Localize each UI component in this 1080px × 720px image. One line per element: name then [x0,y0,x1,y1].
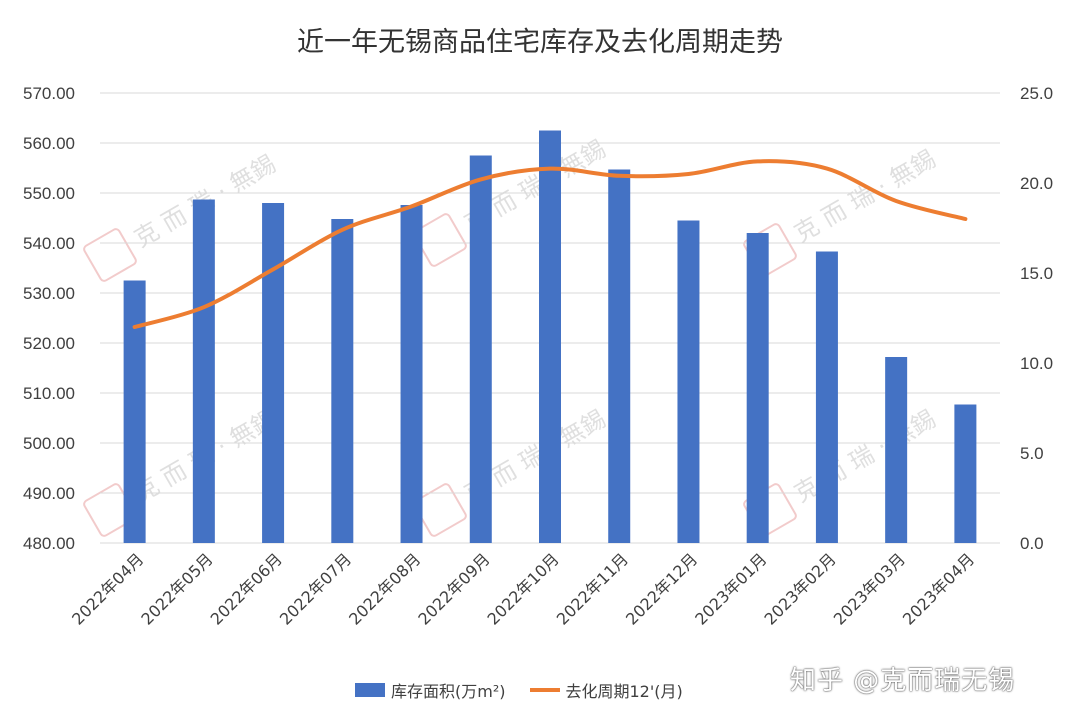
right-axis-tick-label: 25.0 [1020,84,1053,103]
bar [262,203,285,543]
bar [469,155,492,543]
watermark-stamp: 克 而 瑞 · 無錫 [743,405,940,537]
watermark-stamp: 克 而 瑞 · 無錫 [413,405,610,537]
legend: 库存面积(万m²) 去化周期12'(月) [355,678,707,702]
legend-label-inventory: 库存面积(万m²) [391,682,506,701]
x-axis-tick-label: 2022年10月 [484,549,563,628]
x-axis-tick-label: 2022年09月 [414,549,493,628]
watermark-text: 克 而 瑞 · 無錫 [789,405,940,508]
x-axis-tick-label: 2022年08月 [345,549,424,628]
x-axis-tick-label: 2022年07月 [276,549,355,628]
right-axis-tick-label: 15.0 [1020,264,1053,283]
left-axis-tick-label: 570.00 [23,84,75,103]
legend-swatch-bar [355,683,385,697]
x-axis-tick-label: 2023年02月 [760,549,839,628]
watermark-text: 克 而 瑞 · 無錫 [789,145,940,248]
bar [608,169,631,543]
left-axis-tick-label: 560.00 [23,134,75,153]
left-axis-tick-label: 500.00 [23,434,75,453]
bar [331,219,354,543]
legend-item-inventory: 库存面积(万m²) [355,678,506,702]
x-axis-tick-label: 2022年04月 [68,549,147,628]
x-axis-tick-label: 2022年05月 [137,549,216,628]
bar [815,251,838,543]
left-axis-tick-label: 550.00 [23,184,75,203]
right-axis-tick-label: 10.0 [1020,354,1053,373]
x-axis-tick-label: 2023年01月 [691,549,770,628]
chart-title: 近一年无锡商品住宅库存及去化周期走势 [297,27,783,58]
bar [746,233,769,543]
x-axis-tick-label: 2022年12月 [622,549,701,628]
legend-item-cycle: 去化周期12'(月) [529,678,683,702]
bar [400,205,423,543]
left-axis-tick-label: 510.00 [23,384,75,403]
left-axis-ticks: 480.00 490.00 500.00 510.00 520.00 530.00 540.… [23,84,75,553]
x-axis-tick-label: 2023年04月 [899,549,978,628]
legend-label-cycle: 去化周期12'(月) [565,682,683,701]
right-axis-tick-label: 0.0 [1020,534,1044,553]
x-axis-tick-label: 2022年11月 [553,549,632,628]
watermark-stamp: 克 而 瑞 · 無錫 [83,405,280,537]
bar [539,130,561,543]
right-axis-tick-label: 20.0 [1020,174,1053,193]
left-axis-tick-label: 490.00 [23,484,75,503]
left-axis-tick-label: 540.00 [23,234,75,253]
left-axis-tick-label: 480.00 [23,534,75,553]
bar [192,199,215,543]
bar-series [123,130,977,543]
right-axis-tick-label: 5.0 [1020,444,1044,463]
x-axis-tick-label: 2023年03月 [830,549,909,628]
legend-swatch-line [529,688,560,692]
left-axis-tick-label: 520.00 [23,334,75,353]
right-axis-ticks: 0.0 5.0 10.0 15.0 20.0 25.0 [1020,84,1053,553]
left-axis-tick-label: 530.00 [23,284,75,303]
bar [677,220,700,543]
watermark-stamp: 克 而 瑞 · 無錫 [413,135,610,267]
bar [885,357,908,543]
x-axis-tick-label: 2022年06月 [207,549,286,628]
x-axis-ticks: 2022年04月2022年05月2022年06月2022年07月2022年08月… [68,549,978,628]
watermark-stamp: 克 而 瑞 · 無錫 [83,150,280,282]
line-series-destock-cycle [132,159,968,329]
bar [123,280,146,543]
source-watermark: 知乎 @克而瑞无锡 [790,666,1016,696]
bar [954,404,977,543]
